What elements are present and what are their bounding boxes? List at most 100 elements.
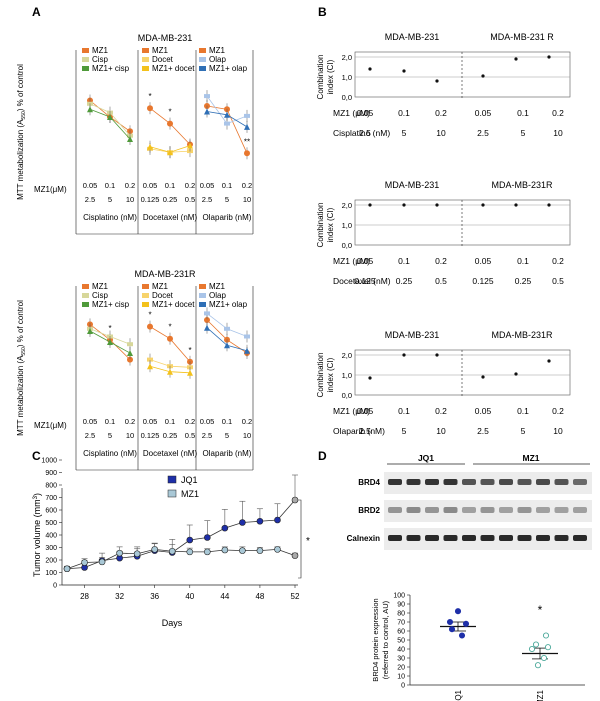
d-y-tick-label: 80 <box>397 611 405 618</box>
panel-d: JQ1 MZ1 BRD4 BRD2 Calnexin 0 10 20 30 40 50 60 70 80 9… <box>347 453 592 701</box>
mz1-dose-label: 0.1 <box>165 181 175 190</box>
drug-dose-label: 2.5 <box>202 431 212 440</box>
mz1-label: MZ1 (μM) <box>333 406 370 416</box>
data-point-combo <box>107 114 113 120</box>
data-point-MZ1 <box>239 547 246 554</box>
mz1-dose-label: 0.1 <box>222 181 232 190</box>
ci-ytick: 1,0 <box>342 221 352 230</box>
data-point-combo <box>167 149 173 156</box>
blot-band <box>462 535 476 541</box>
legend-label-mz1: MZ1 <box>92 46 109 55</box>
y-tick-label: 300 <box>45 545 57 552</box>
drug-dose: 10 <box>436 426 446 436</box>
blot-band <box>499 535 513 541</box>
legend-label-cisp: Cisp <box>92 55 109 64</box>
panel-letter-b: B <box>318 5 327 19</box>
blot-row-label: Calnexin <box>347 534 380 543</box>
drug-dose: 5 <box>402 128 407 138</box>
data-point-combo <box>224 342 230 349</box>
d-y-tick-label: 100 <box>393 593 405 600</box>
blot-band <box>425 535 439 541</box>
data-point-MZ1 <box>81 559 88 566</box>
panel-letter-a: A <box>32 5 41 19</box>
drug-dose: 10 <box>436 128 446 138</box>
mz1-dose-label: 0.05 <box>200 417 215 426</box>
y-axis-label-part: 3 <box>33 495 39 499</box>
data-point-MZ1 <box>63 565 71 573</box>
blot-band <box>573 507 587 513</box>
mz1-dose-label: 0.2 <box>242 181 252 190</box>
drug-dose: 0.25 <box>515 276 532 286</box>
blot-band <box>573 479 587 485</box>
legend-swatch-mz1olap <box>199 66 206 71</box>
data-point-MZ1 <box>186 548 194 556</box>
x-tick-label: 40 <box>185 592 194 601</box>
data-point-JQ1 <box>256 517 264 525</box>
ci-ytick: 1,0 <box>342 73 352 82</box>
mz1-dose-label: 0.05 <box>143 181 158 190</box>
significance-bracket <box>298 499 302 579</box>
y-tick-label: 500 <box>45 520 57 527</box>
panel-b-ylabel2: index (CI) <box>326 207 335 242</box>
legend-swatch-mz1 <box>142 284 149 289</box>
legend-label-jq1: JQ1 <box>181 475 198 485</box>
data-point-MZ1 <box>544 644 552 651</box>
drug-dose-label: 0.25 <box>163 431 178 440</box>
drug-dose-label: 10 <box>243 195 251 204</box>
significance-star: * <box>168 108 171 117</box>
drug-dose-label: 5 <box>108 431 112 440</box>
ci-point <box>514 57 518 61</box>
data-point-JQ1 <box>462 620 470 627</box>
y-tick-label: 900 <box>45 470 57 477</box>
legend-swatch-mz1cisp <box>82 66 89 71</box>
drug-dose-label: 0.125 <box>141 195 160 204</box>
mz1-dose-label: 0.2 <box>242 417 252 426</box>
mz1-dose-label: 0.05 <box>83 417 98 426</box>
ylabel-sub: 550 <box>21 347 27 356</box>
drug-axis-label: Olaparib (nM) <box>203 213 252 222</box>
d-y-tick-label: 0 <box>401 683 405 690</box>
drug-dose-label: 2.5 <box>202 195 212 204</box>
data-point-MZ1 <box>534 662 542 669</box>
drug-dose-label: 10 <box>126 195 134 204</box>
data-point-JQ1 <box>274 516 281 524</box>
data-point-MZ1 <box>256 547 264 554</box>
d-y-axis-label2: (referred to control, AU) <box>381 600 390 679</box>
mz1-dose-label: 0.1 <box>222 417 232 426</box>
blot-band <box>425 479 439 485</box>
ci-plot-frame <box>354 51 571 98</box>
panel-b-right-title: MDA-MB-231R <box>491 180 553 190</box>
y-axis-label: Tumor volume (mm3) <box>32 493 42 577</box>
ci-point <box>547 359 551 363</box>
d-y-tick-label: 10 <box>397 674 405 681</box>
legend-label-mz1: MZ1 <box>92 282 109 291</box>
blot-band <box>480 507 495 513</box>
blot-band <box>388 535 402 541</box>
drug-dose: 0.25 <box>396 276 413 286</box>
data-point-combo <box>187 369 193 376</box>
drug-dose: 5 <box>521 426 526 436</box>
data-point-JQ1 <box>221 524 229 532</box>
ci-point <box>402 353 406 357</box>
mz1-dose: 0.1 <box>398 406 410 416</box>
ci-point <box>547 55 551 59</box>
ci-plot-frame <box>354 199 571 246</box>
data-point-combo <box>147 143 153 150</box>
blot-band <box>443 535 458 541</box>
data-point-drug <box>127 342 133 347</box>
data-point-combo <box>204 324 210 331</box>
blot-band <box>554 535 569 541</box>
mz1-row-label: MZ1(μM) <box>34 421 67 430</box>
blot-band <box>554 507 569 513</box>
data-point-combo <box>127 136 133 142</box>
drug-dose: 10 <box>553 426 563 436</box>
mz1-dose: 0.1 <box>398 108 410 118</box>
ci-ytick: 0,0 <box>342 391 352 400</box>
blot-band <box>462 479 476 485</box>
mz1-dose: 0.1 <box>517 406 529 416</box>
x-tick-label: 32 <box>115 592 124 601</box>
legend-swatch-docet <box>142 293 149 298</box>
mz1-dose-label: 0.1 <box>105 181 115 190</box>
legend-label-mz1docet: MZ1+ docet <box>152 64 195 73</box>
data-point-MZ1 <box>291 552 299 559</box>
